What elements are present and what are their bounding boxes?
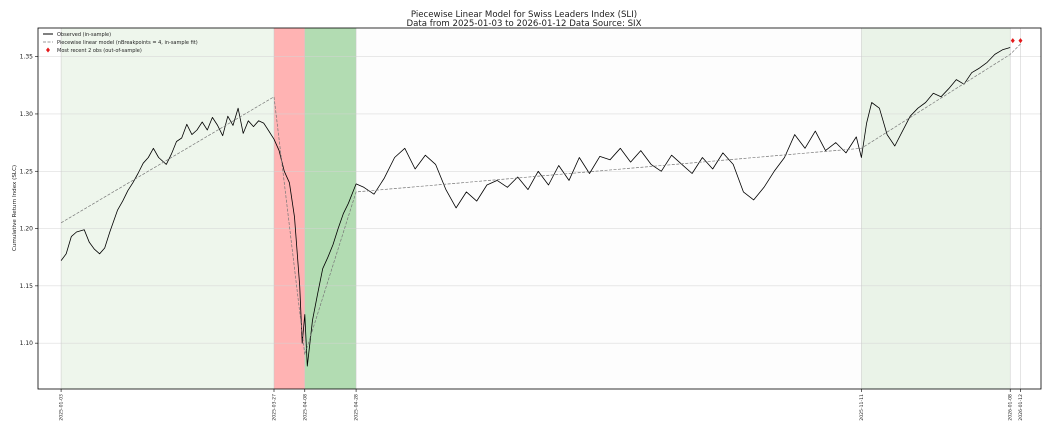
y-tick-label-5: 1.35: [20, 54, 34, 61]
y-tick-label-2: 1.20: [20, 226, 34, 233]
shaded-region-1: [274, 28, 305, 389]
x-tick-label-2: 2025-04-08: [302, 394, 308, 421]
series-layer: [60, 38, 1023, 367]
y-tick-label-4: 1.30: [20, 111, 34, 118]
shaded-region-0: [61, 28, 274, 389]
shaded-region-4: [861, 28, 1011, 389]
y-axis-label: Cumulative Return Index (SLC): [12, 165, 18, 251]
x-tick-label-1: 2025-03-27: [272, 394, 278, 421]
shaded-regions: [61, 28, 1011, 389]
x-tick-label-4: 2025-11-11: [859, 394, 865, 421]
legend-recent-swatch: [46, 47, 50, 53]
x-tick-label-0: 2025-01-03: [59, 394, 65, 421]
y-tick-label-0: 1.10: [20, 340, 34, 347]
x-tick-label-3: 2025-04-28: [354, 394, 360, 421]
legend-model-label: Piecewise linear model (nBreakpoints = 4…: [57, 40, 198, 46]
recent-obs-marker-1: [1018, 38, 1023, 44]
shaded-region-3: [356, 28, 862, 389]
axes: 1.10 1.15 1.20 1.25 1.30 1.35 2025-01-03 2025-0…: [20, 27, 1042, 421]
observed-series-line: [60, 47, 1011, 367]
y-tick-label-3: 1.25: [20, 168, 34, 175]
plot-frame: [37, 27, 1042, 390]
x-tick-label-6: 2026-01-12: [1018, 394, 1024, 421]
model-series-line: [60, 43, 1021, 355]
shaded-region-2: [304, 28, 357, 389]
y-tick-label-1: 1.15: [20, 283, 34, 290]
legend-observed-label: Observed (in-sample): [57, 32, 111, 38]
recent-obs-marker-0: [1010, 38, 1015, 44]
chart-subtitle: Data from 2025-01-03 to 2026-01-12 Data …: [407, 19, 642, 29]
legend-recent-label: Most recent 2 obs (out-of-sample): [57, 48, 142, 54]
x-tick-label-5: 2026-01-08: [1008, 394, 1014, 421]
chart-title: Piecewise Linear Model for Swiss Leaders…: [411, 10, 637, 20]
legend: Observed (in-sample) Piecewise linear mo…: [43, 32, 198, 54]
grid: [38, 28, 1041, 389]
